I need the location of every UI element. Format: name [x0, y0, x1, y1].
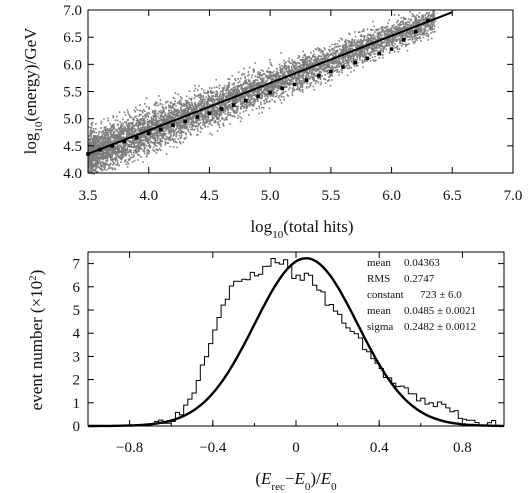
profile-point — [401, 38, 406, 42]
profile-point — [389, 47, 394, 51]
x-tick-label: 3.5 — [79, 188, 98, 204]
y-tick-label: 4.5 — [63, 139, 82, 155]
y-tick-label: 6.0 — [63, 57, 82, 73]
x-tick-label: 0.4 — [370, 440, 389, 456]
scatter-x-axis-ticks: 3.5 4.0 4.5 5.0 5.5 6.0 6.5 7.0 — [79, 10, 523, 204]
histogram-x-axis-ticks: −0.8 −0.4 0 0.4 0.8 — [116, 252, 472, 456]
profile-point — [341, 65, 345, 69]
profile-point — [183, 119, 187, 124]
y-tick-label: 7.0 — [63, 3, 82, 19]
profile-point — [268, 90, 272, 95]
profile-point — [244, 98, 248, 103]
profile-point — [219, 107, 224, 111]
x-tick-label: 6.5 — [443, 188, 462, 204]
histogram-x-axis-label: (Erec−E0)/E0 — [255, 469, 337, 493]
fit-stat-label: sigma — [367, 321, 393, 333]
y-tick-label: 6 — [73, 280, 81, 296]
scatter-outliers — [294, 12, 440, 79]
profile-point — [256, 94, 260, 99]
fit-stat-label: mean — [367, 257, 391, 269]
profile-point — [110, 144, 115, 148]
y-tick-label: 5.5 — [63, 85, 82, 101]
gaussian-fit-curve — [88, 257, 504, 428]
profile-point — [195, 115, 200, 119]
y-tick-label: 5.0 — [63, 112, 82, 128]
fit-stat-value: 0.04363 — [404, 257, 440, 269]
profile-point — [159, 127, 163, 132]
x-tick-label: 7.0 — [504, 188, 523, 204]
profile-point — [316, 73, 321, 78]
fit-stat-label: constant — [367, 289, 404, 301]
fit-stat-value: 723 ± 6.0 — [420, 289, 462, 301]
x-tick-label: 5.0 — [261, 188, 280, 204]
profile-point — [304, 78, 309, 82]
y-tick-label: 4.0 — [63, 166, 82, 182]
y-tick-label: 6.5 — [63, 30, 82, 46]
scatter-x-axis-label: log10(total hits) — [250, 217, 353, 241]
profile-point — [280, 86, 285, 91]
scatter-point-cloud — [88, 10, 436, 175]
profile-point — [292, 82, 297, 87]
y-tick-label: 7 — [73, 257, 81, 273]
profile-point — [122, 139, 127, 144]
profile-point — [134, 135, 139, 140]
profile-point — [171, 123, 175, 127]
y-tick-label: 5 — [73, 303, 81, 319]
fit-stat-label: RMS — [367, 273, 390, 285]
y-tick-label: 4 — [73, 326, 81, 342]
scatter-panel: 3.5 4.0 4.5 5.0 5.5 6.0 6.5 7.0 4.0 4.5 5.0 5.5 6.0… — [21, 3, 522, 241]
x-tick-label: 4.5 — [200, 188, 219, 204]
histogram-y-axis-ticks: 0 1 2 3 4 5 6 7 — [73, 257, 504, 435]
profile-point — [329, 69, 333, 74]
fit-stat-label: mean — [367, 305, 391, 317]
scatter-y-axis-label: log10(energy)/GeV — [21, 27, 45, 155]
fit-line — [87, 11, 453, 155]
profile-point — [207, 111, 212, 116]
scatter-cloud — [88, 10, 440, 175]
fit-stat-value: 0.0485 ± 0.0021 — [404, 305, 476, 317]
y-tick-label: 3 — [73, 349, 81, 365]
y-tick-label: 1 — [73, 396, 81, 412]
histogram-steps — [108, 258, 504, 427]
y-tick-label: 0 — [73, 419, 81, 435]
profile-point — [377, 51, 382, 56]
x-tick-label: 4.0 — [139, 188, 158, 204]
profile-point — [231, 103, 236, 107]
histogram-y-axis-label: event number (×102) — [27, 270, 46, 411]
x-tick-label: 6.0 — [382, 188, 401, 204]
profile-point — [365, 56, 370, 61]
x-tick-label: 0 — [292, 440, 300, 456]
profile-point — [146, 131, 151, 136]
x-tick-label: −0.8 — [116, 440, 143, 456]
y-tick-label: 2 — [73, 373, 81, 389]
profile-point — [414, 29, 418, 34]
fit-stat-value: 0.2747 — [404, 273, 435, 285]
x-tick-label: 5.5 — [321, 188, 340, 204]
fit-stat-value: 0.2482 ± 0.0012 — [404, 321, 476, 333]
profile-point — [353, 60, 357, 65]
x-tick-label: −0.4 — [199, 440, 227, 456]
x-tick-label: 0.8 — [453, 440, 472, 456]
scatter-y-axis-ticks: 4.0 4.5 5.0 5.5 6.0 6.5 7.0 — [63, 3, 513, 182]
